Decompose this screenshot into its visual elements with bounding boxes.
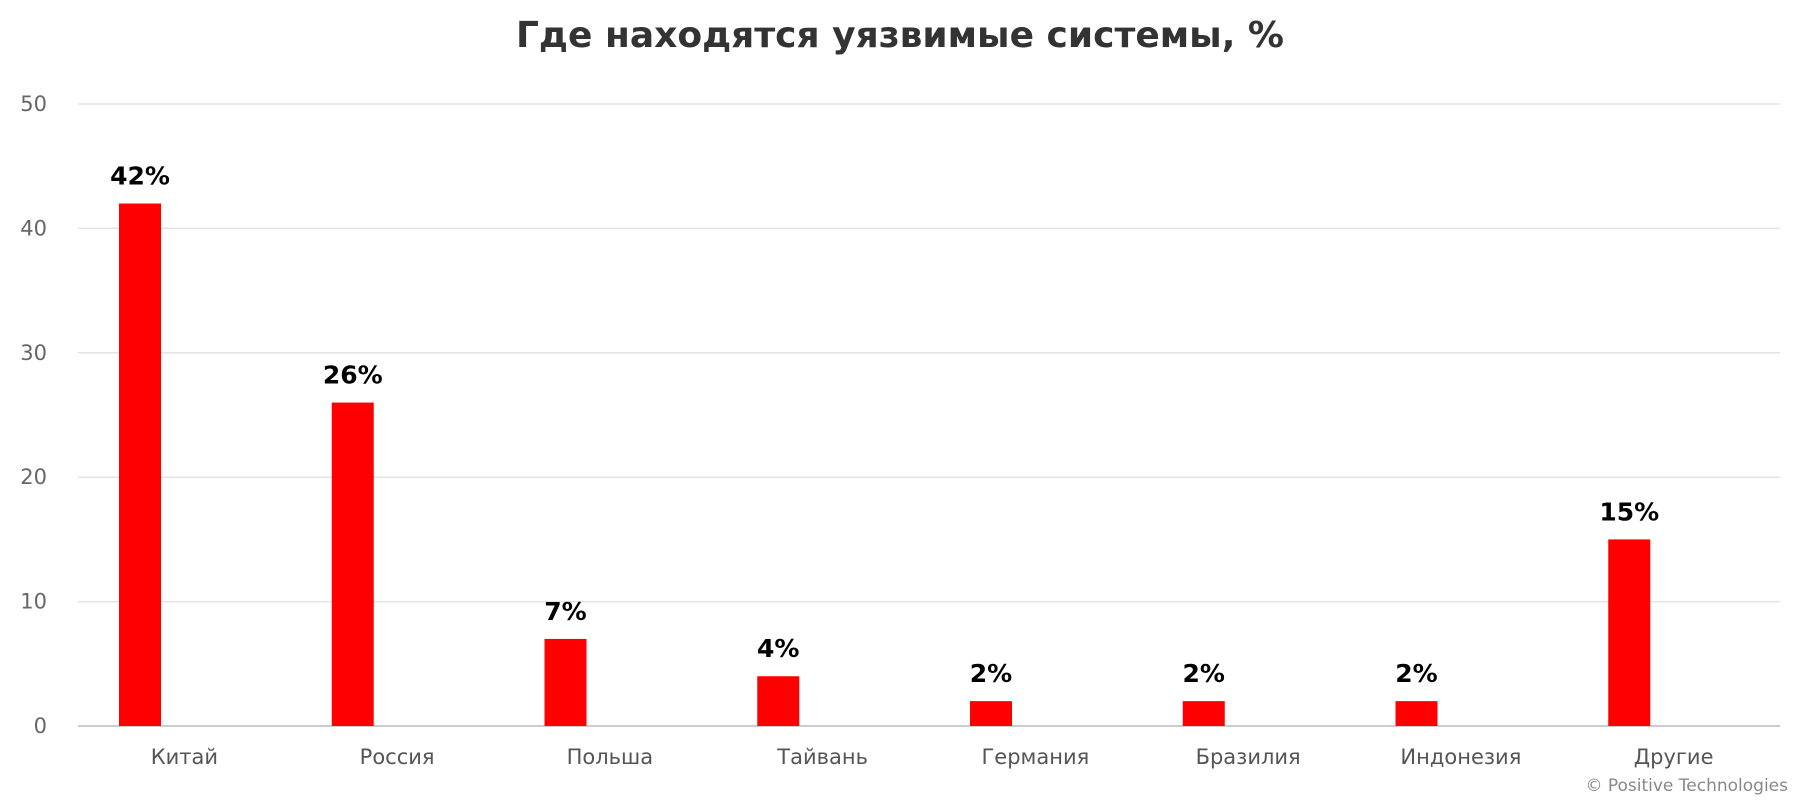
bar [544,638,587,726]
y-tick-label: 20 [20,465,47,489]
x-tick-label: Другие [1634,745,1714,769]
bar [331,402,374,726]
y-tick-label: 30 [20,341,47,365]
bar [1182,701,1225,726]
x-tick-label: Польша [567,745,654,769]
data-label: 42% [110,162,170,191]
y-tick-label: 10 [20,590,47,614]
chart-title: Где находятся уязвимые системы, % [516,15,1284,56]
y-axis-ticks: 0 10 20 30 40 50 [20,92,47,738]
data-label: 2% [970,659,1012,688]
credit-text: © Positive Technologies [1585,776,1788,796]
x-tick-label: Бразилия [1196,745,1301,769]
bar [970,701,1012,726]
bar [1608,539,1651,726]
bar [1395,701,1438,726]
y-tick-label: 0 [34,714,47,738]
x-axis-ticks: Китай Россия Польша Тайвань Германия Бразилия… [151,745,1714,769]
y-tick-label: 40 [20,216,47,240]
data-labels: 42% 26% 7% 4% 2% 2% 2% 15% [110,162,1659,689]
data-label: 2% [1395,659,1437,688]
data-label: 15% [1599,497,1659,526]
data-label: 4% [757,634,799,663]
x-tick-label: Китай [151,745,218,769]
bar [119,203,161,726]
data-label: 26% [323,361,383,390]
bars [119,203,1651,726]
data-label: 7% [544,597,586,626]
x-tick-label: Тайвань [776,745,868,769]
y-tick-label: 50 [20,92,47,116]
bar [757,676,800,726]
x-tick-label: Германия [981,745,1089,769]
data-label: 2% [1183,659,1225,688]
x-tick-label: Россия [360,745,435,769]
x-tick-label: Индонезия [1400,745,1521,769]
